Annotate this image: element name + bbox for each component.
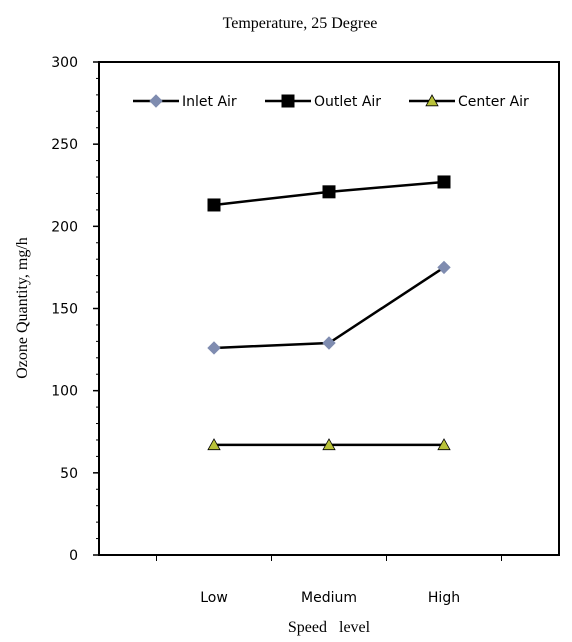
data-point-center-air: [322, 438, 336, 451]
data-point-inlet-air: [322, 336, 336, 350]
legend-label-center-air: Center Air: [458, 94, 529, 110]
series-center-air: [207, 438, 451, 451]
data-point-outlet-air: [207, 198, 221, 212]
y-tick-label: 300: [51, 55, 78, 71]
series-line-inlet-air: [213, 266, 445, 350]
y-tick-label: 150: [51, 302, 78, 318]
data-point-center-air: [437, 438, 451, 451]
legend-marker-inlet-air: [149, 94, 163, 108]
legend-label-outlet-air: Outlet Air: [314, 94, 381, 110]
legend: Inlet Air Outlet Air Center Air: [133, 94, 529, 110]
data-point-outlet-air: [322, 185, 336, 199]
y-axis-label: Ozone Quantity, mg/h: [14, 237, 31, 379]
y-tick-label: 50: [60, 466, 78, 482]
data-point-center-air: [207, 438, 221, 451]
series-inlet-air: [207, 260, 451, 355]
data-point-inlet-air: [207, 341, 221, 355]
data-point-outlet-air: [437, 175, 451, 189]
legend-marker-outlet-air: [281, 94, 295, 108]
x-axis-label: Speed level: [288, 619, 371, 636]
y-tick-label: 100: [51, 384, 78, 400]
x-tick-label: High: [428, 590, 460, 606]
legend-label-inlet-air: Inlet Air: [182, 94, 237, 110]
plot-area: [98, 61, 560, 556]
chart-title: Temperature, 25 Degree: [223, 15, 378, 32]
y-tick-label: 0: [69, 548, 78, 564]
y-axis: 0 50 100 150 200 250 300: [51, 55, 99, 564]
data-point-inlet-air: [437, 260, 451, 275]
x-tick-label: Medium: [301, 590, 357, 606]
y-tick-label: 200: [51, 219, 78, 235]
y-tick-label: 250: [51, 137, 78, 153]
series-outlet-air: [207, 175, 451, 212]
series-layer: [207, 175, 451, 451]
x-tick-label: Low: [200, 590, 228, 606]
x-axis: Low Medium High: [156, 555, 502, 606]
legend-marker-center-air: [425, 94, 439, 107]
